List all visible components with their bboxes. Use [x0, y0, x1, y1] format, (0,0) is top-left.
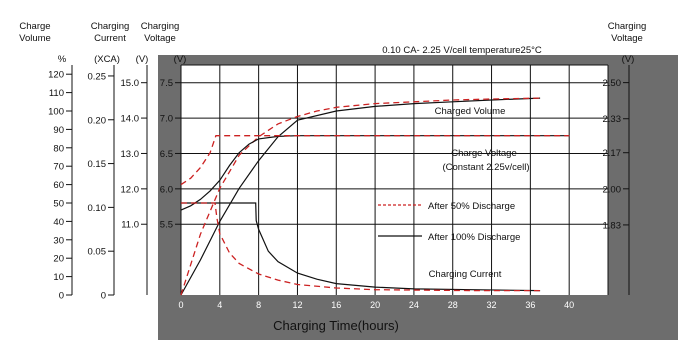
series-lines — [180, 97, 570, 296]
annotation-charge-voltage: Charge Voltage — [451, 148, 517, 159]
x-tick-label: 4 — [217, 300, 222, 310]
volume-axis-unit: % — [58, 54, 67, 65]
volume-axis-header-line2: Volume — [19, 33, 51, 44]
x-tick-label: 8 — [256, 300, 261, 310]
cell-axis-unit: (V) — [622, 54, 635, 65]
x-tick-label: 28 — [448, 300, 458, 310]
voltage7-axis-unit: (V) — [174, 54, 187, 65]
volume-tick-label: 0 — [59, 291, 64, 302]
volume-tick-label: 30 — [53, 235, 64, 246]
volume-tick-label: 90 — [53, 125, 64, 136]
cell-axis-header-line1: Charging — [608, 21, 647, 32]
voltage15-tick-label: 12.0 — [121, 184, 140, 195]
voltage15-tick-label: 13.0 — [121, 149, 140, 160]
voltage7-tick-label: 7.0 — [160, 114, 173, 125]
current-axis-header-line2: Current — [94, 33, 126, 44]
voltage15-axis-unit: (V) — [136, 54, 149, 65]
cell-tick-label: 2.17 — [603, 148, 622, 159]
volume-axis-header-line1: Charge — [19, 21, 50, 32]
volume-tick-label: 110 — [49, 88, 64, 99]
series-charge-voltage-50 — [180, 135, 570, 186]
current-axis-unit: (XCA) — [94, 54, 120, 65]
voltage15-tick-label: 11.0 — [121, 220, 139, 231]
x-tick-label: 12 — [292, 300, 302, 310]
series-charge-voltage-100 — [180, 135, 570, 211]
current-tick-label: 0.20 — [88, 115, 107, 126]
voltage15-tick-label: 15.0 — [121, 78, 140, 89]
cell-tick-label: 2.00 — [603, 184, 622, 195]
series-charged-volume-50 — [180, 97, 541, 296]
series-charging-current-50 — [181, 202, 541, 292]
x-tick-label: 36 — [525, 300, 535, 310]
volume-tick-label: 50 — [53, 199, 64, 210]
voltage15-axis-header-line1: Charging — [141, 21, 180, 32]
current-tick-label: 0.10 — [88, 203, 107, 214]
chart-title: 0.10 CA- 2.25 V/cell temperature25°C — [382, 45, 542, 56]
cell-tick-label: 2.33 — [603, 114, 622, 125]
x-tick-label: 16 — [331, 300, 341, 310]
legend-label-50: After 50% Discharge — [428, 201, 515, 212]
volume-tick-label: 20 — [53, 254, 64, 265]
current-tick-label: 0.15 — [88, 159, 107, 170]
x-tick-label: 24 — [409, 300, 419, 310]
current-tick-label: 0 — [101, 291, 106, 302]
legend-label-100: After 100% Discharge — [428, 232, 520, 243]
voltage7-tick-label: 5.5 — [160, 220, 173, 231]
current-tick-label: 0.25 — [88, 71, 107, 82]
volume-tick-label: 10 — [53, 272, 64, 283]
tick-labels: 0 4 8 12 16 20 24 28 32 36 40 0 10 20 30 40 50 60 70 80 90 10… — [48, 70, 621, 310]
axes — [66, 65, 630, 296]
current-tick-label: 0.05 — [88, 247, 107, 258]
x-tick-label: 0 — [178, 300, 183, 310]
x-tick-label: 32 — [487, 300, 497, 310]
annotation-charged-volume: Charged Volume — [435, 106, 506, 117]
volume-tick-label: 100 — [48, 107, 64, 118]
x-axis-label: Charging Time(hours) — [273, 318, 399, 333]
current-axis-header-line1: Charging — [91, 21, 130, 32]
volume-tick-label: 120 — [48, 70, 64, 81]
x-tick-label: 40 — [564, 300, 574, 310]
voltage7-tick-label: 7.5 — [160, 78, 173, 89]
volume-tick-label: 80 — [53, 143, 64, 154]
volume-tick-label: 60 — [53, 180, 64, 191]
voltage15-axis-header-line2: Voltage — [144, 33, 176, 44]
x-tick-label: 20 — [370, 300, 380, 310]
volume-tick-label: 70 — [53, 162, 64, 173]
volume-tick-label: 40 — [53, 217, 64, 228]
cell-axis-header-line2: Voltage — [611, 33, 643, 44]
cell-tick-label: 1.83 — [603, 220, 622, 231]
series-charged-volume-100 — [180, 97, 541, 296]
voltage15-tick-label: 14.0 — [121, 114, 140, 125]
voltage7-tick-label: 6.0 — [160, 184, 173, 195]
series-charging-current-100 — [181, 202, 541, 292]
annotation-charging-current: Charging Current — [429, 269, 502, 280]
voltage7-tick-label: 6.5 — [160, 149, 173, 160]
annotation-constant-voltage: (Constant 2.25v/cell) — [442, 162, 529, 173]
cell-tick-label: 2.50 — [603, 78, 622, 89]
